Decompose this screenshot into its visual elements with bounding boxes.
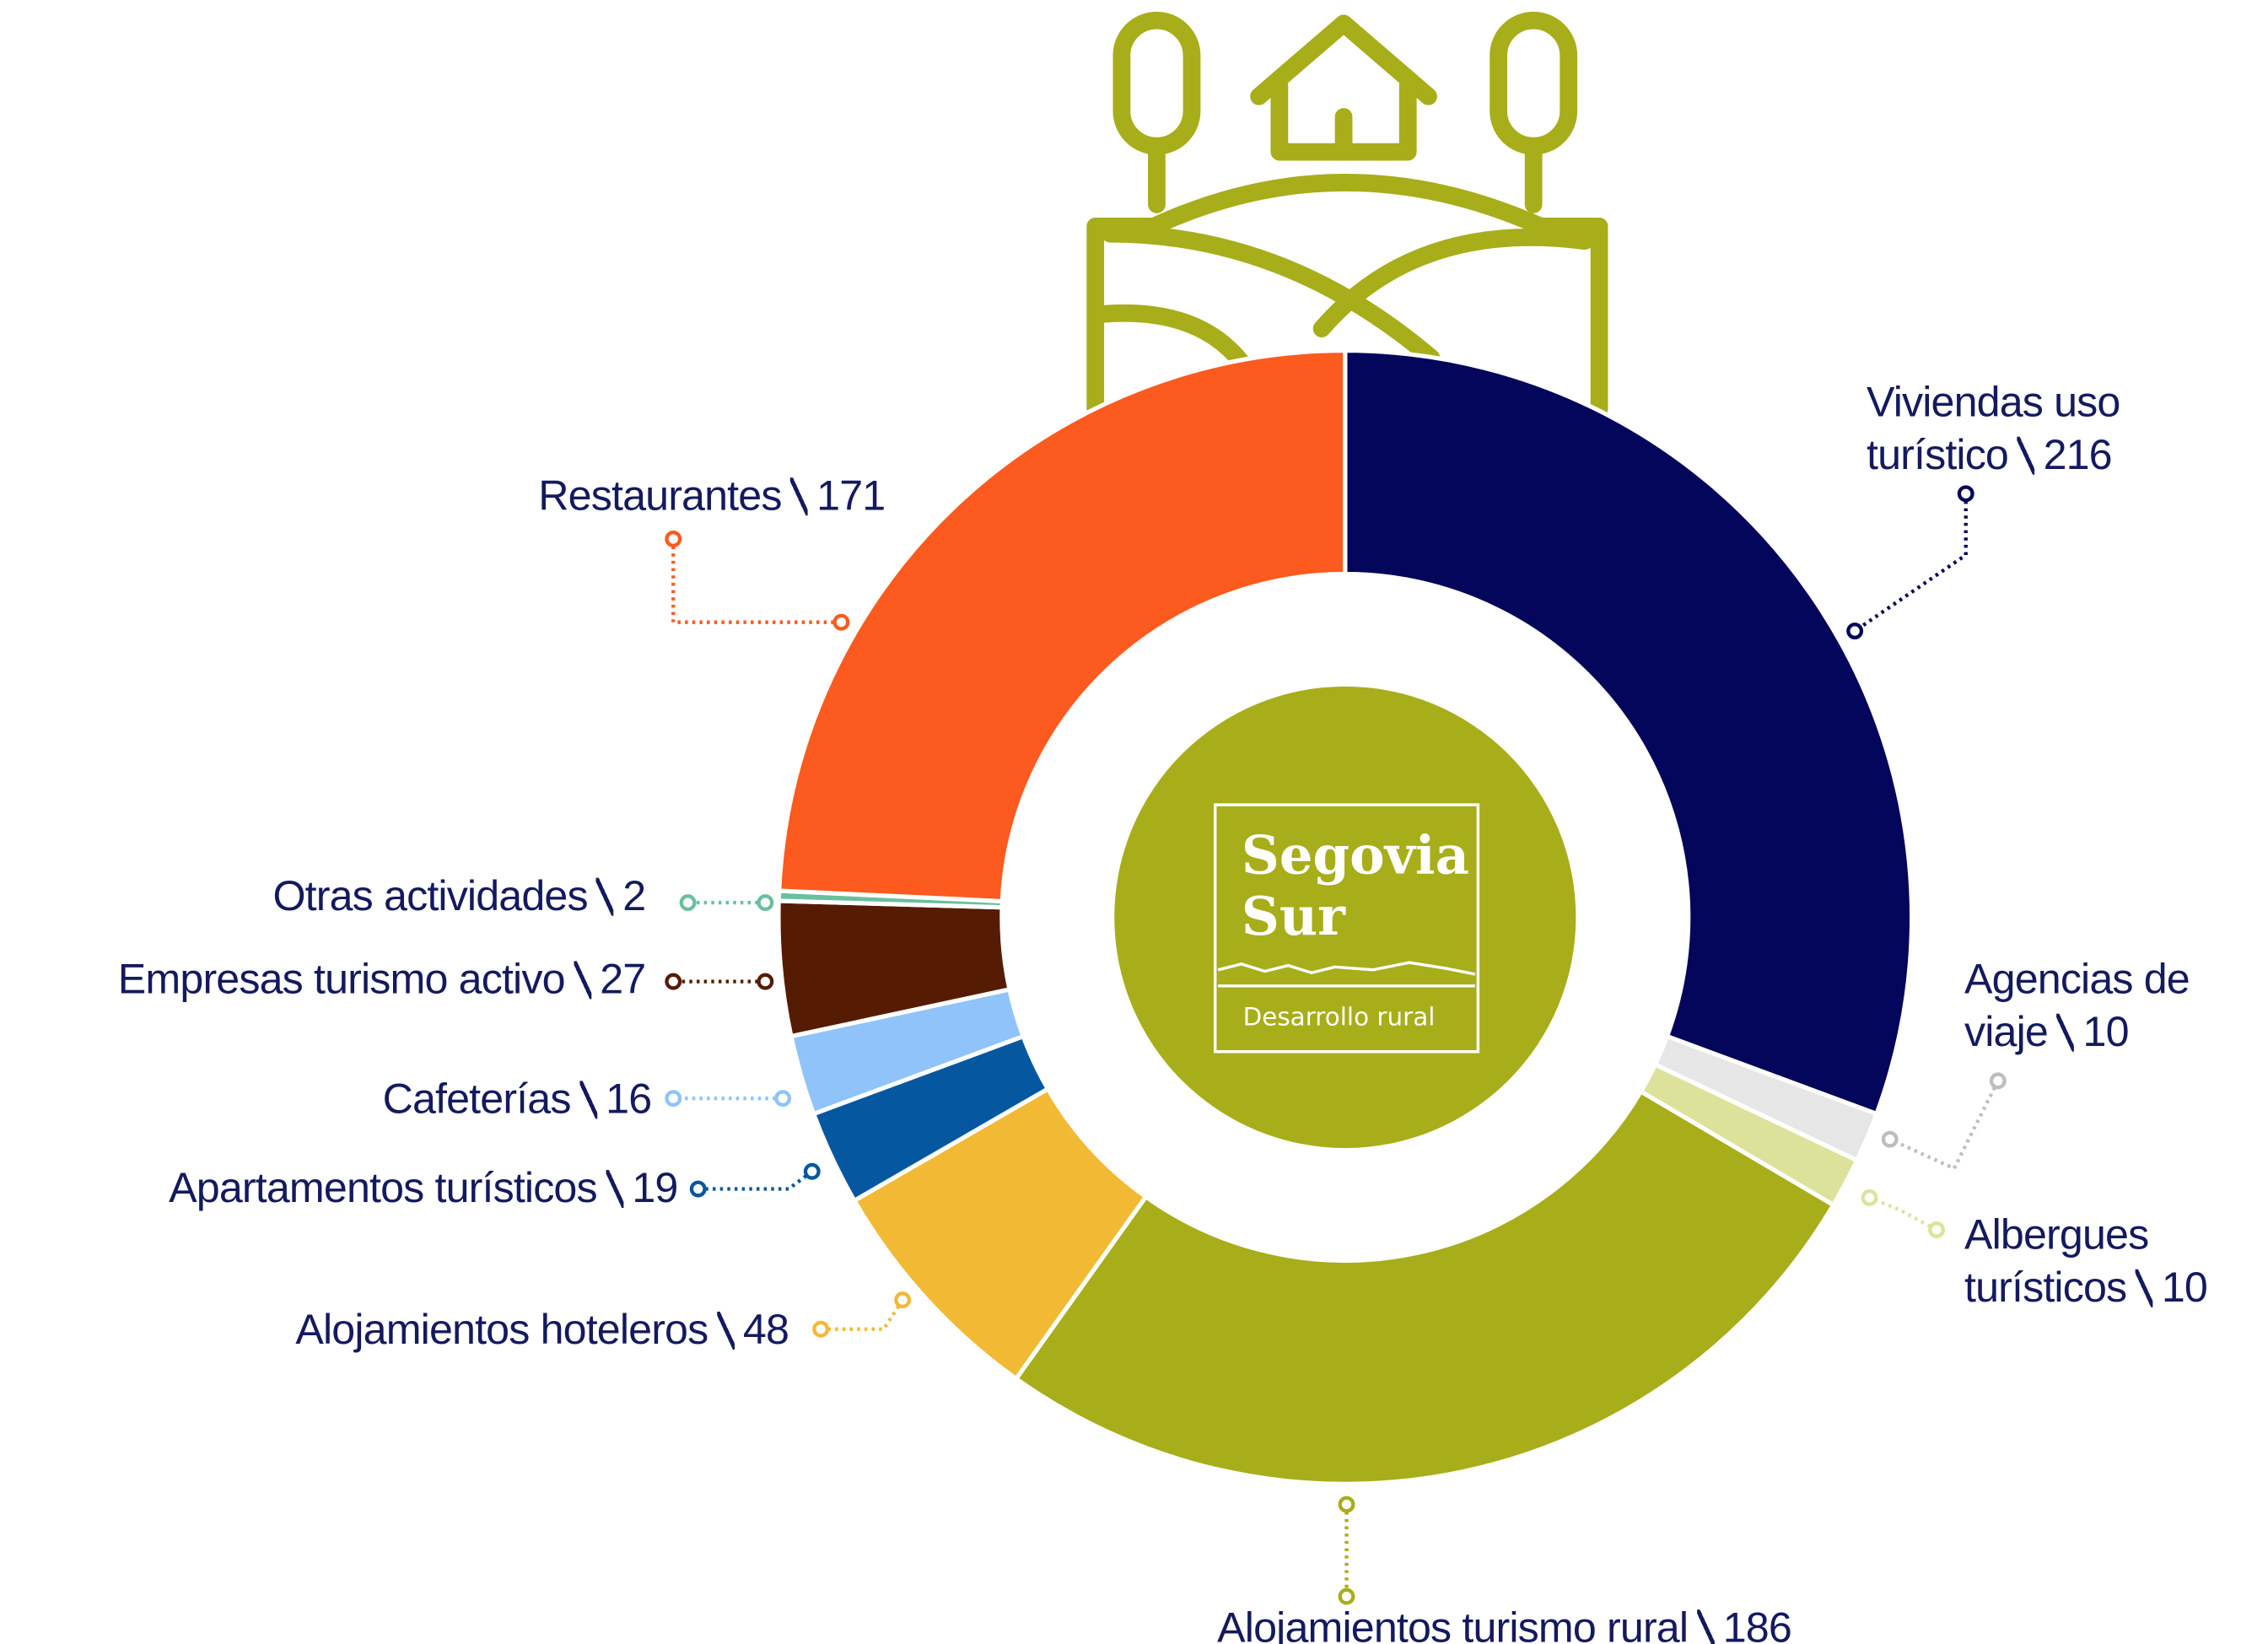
stage: Segovia Sur Desarrollo rural Viviendas u… — [0, 0, 2268, 1644]
value-label: 10 — [2162, 1265, 2207, 1312]
leader-dot — [814, 1323, 827, 1336]
value-label: 216 — [2044, 433, 2112, 479]
leader-line — [698, 1172, 812, 1189]
leader-line — [673, 539, 841, 623]
leader-dot — [1863, 1191, 1877, 1205]
separator — [790, 477, 808, 515]
slice-label: Apartamentos turísticos 19 — [30, 1162, 678, 1215]
separator — [717, 1312, 735, 1350]
category-label: Albergues turísticos — [1964, 1212, 2148, 1312]
leader-dot — [1848, 624, 1861, 638]
slice-label: Restaurantes 171 — [438, 471, 885, 523]
leader-dot — [805, 1165, 819, 1178]
leader-dot — [1991, 1075, 2005, 1088]
slice-label: Alojamientos turismo rural 186 — [1110, 1603, 1899, 1644]
leader-dot — [835, 616, 848, 629]
slice — [1016, 1092, 1834, 1484]
leader-line — [1890, 1081, 1998, 1168]
leader-dot — [776, 1092, 789, 1105]
separator — [596, 878, 614, 916]
separator — [579, 1081, 597, 1118]
category-label: Otras actividades — [272, 873, 587, 919]
leader-line — [1855, 493, 1966, 631]
leader-dot — [759, 975, 773, 989]
leader-line — [821, 1300, 902, 1329]
slice-label: Otras actividades 2 — [88, 871, 645, 923]
category-label: Empresas turismo activo — [118, 957, 565, 1003]
category-label: Apartamentos turísticos — [169, 1166, 597, 1212]
leader-line — [1869, 1198, 1937, 1230]
leader-dot — [1883, 1133, 1897, 1146]
separator — [2017, 437, 2034, 475]
leader-dot — [1340, 1498, 1354, 1512]
value-label: 16 — [606, 1076, 651, 1123]
leader-dot — [666, 532, 680, 546]
separator — [574, 961, 591, 999]
logo-title: Sur — [1242, 885, 1346, 947]
slice-label: Empresas turismo activo 27 — [0, 954, 645, 1006]
leader-dot — [666, 975, 680, 989]
value-label: 186 — [1723, 1605, 1791, 1644]
category-label: Cafeterías — [383, 1076, 571, 1123]
value-label: 2 — [622, 873, 645, 919]
value-label: 27 — [600, 957, 645, 1003]
value-label: 171 — [816, 473, 885, 520]
separator — [1697, 1609, 1715, 1644]
value-label: 10 — [2083, 1010, 2129, 1056]
leader-dot — [759, 896, 773, 909]
separator — [2136, 1269, 2153, 1307]
leader-dot — [1959, 487, 1973, 500]
logo-subtitle: Desarrollo rural — [1243, 1003, 1436, 1032]
leader-dot — [896, 1293, 909, 1307]
slice-label: Alojamientos hoteleros 48 — [146, 1304, 789, 1356]
leader-dot — [692, 1183, 705, 1196]
category-label: Restaurantes — [538, 473, 781, 520]
separator — [606, 1170, 623, 1208]
logo-title: Segovia — [1242, 823, 1469, 886]
leader-dot — [1340, 1590, 1354, 1604]
category-label: Alojamientos turismo rural — [1217, 1605, 1688, 1644]
slice-label: Cafeterías 16 — [30, 1074, 652, 1126]
chart: Segovia Sur Desarrollo rural — [0, 0, 2268, 1644]
separator — [2056, 1014, 2074, 1052]
page: Segovia Sur Desarrollo rural Viviendas u… — [0, 0, 2268, 1644]
leader-dot — [1930, 1223, 1943, 1237]
category-label: Agencias de viaje — [1964, 957, 2190, 1056]
slice-label: Albergues turísticos 10 — [1964, 1210, 2268, 1315]
leader-dot — [666, 1092, 680, 1105]
value-label: 48 — [743, 1307, 789, 1354]
value-label: 19 — [632, 1166, 677, 1212]
category-label: Alojamientos hoteleros — [295, 1307, 708, 1354]
leader-dot — [681, 896, 695, 909]
